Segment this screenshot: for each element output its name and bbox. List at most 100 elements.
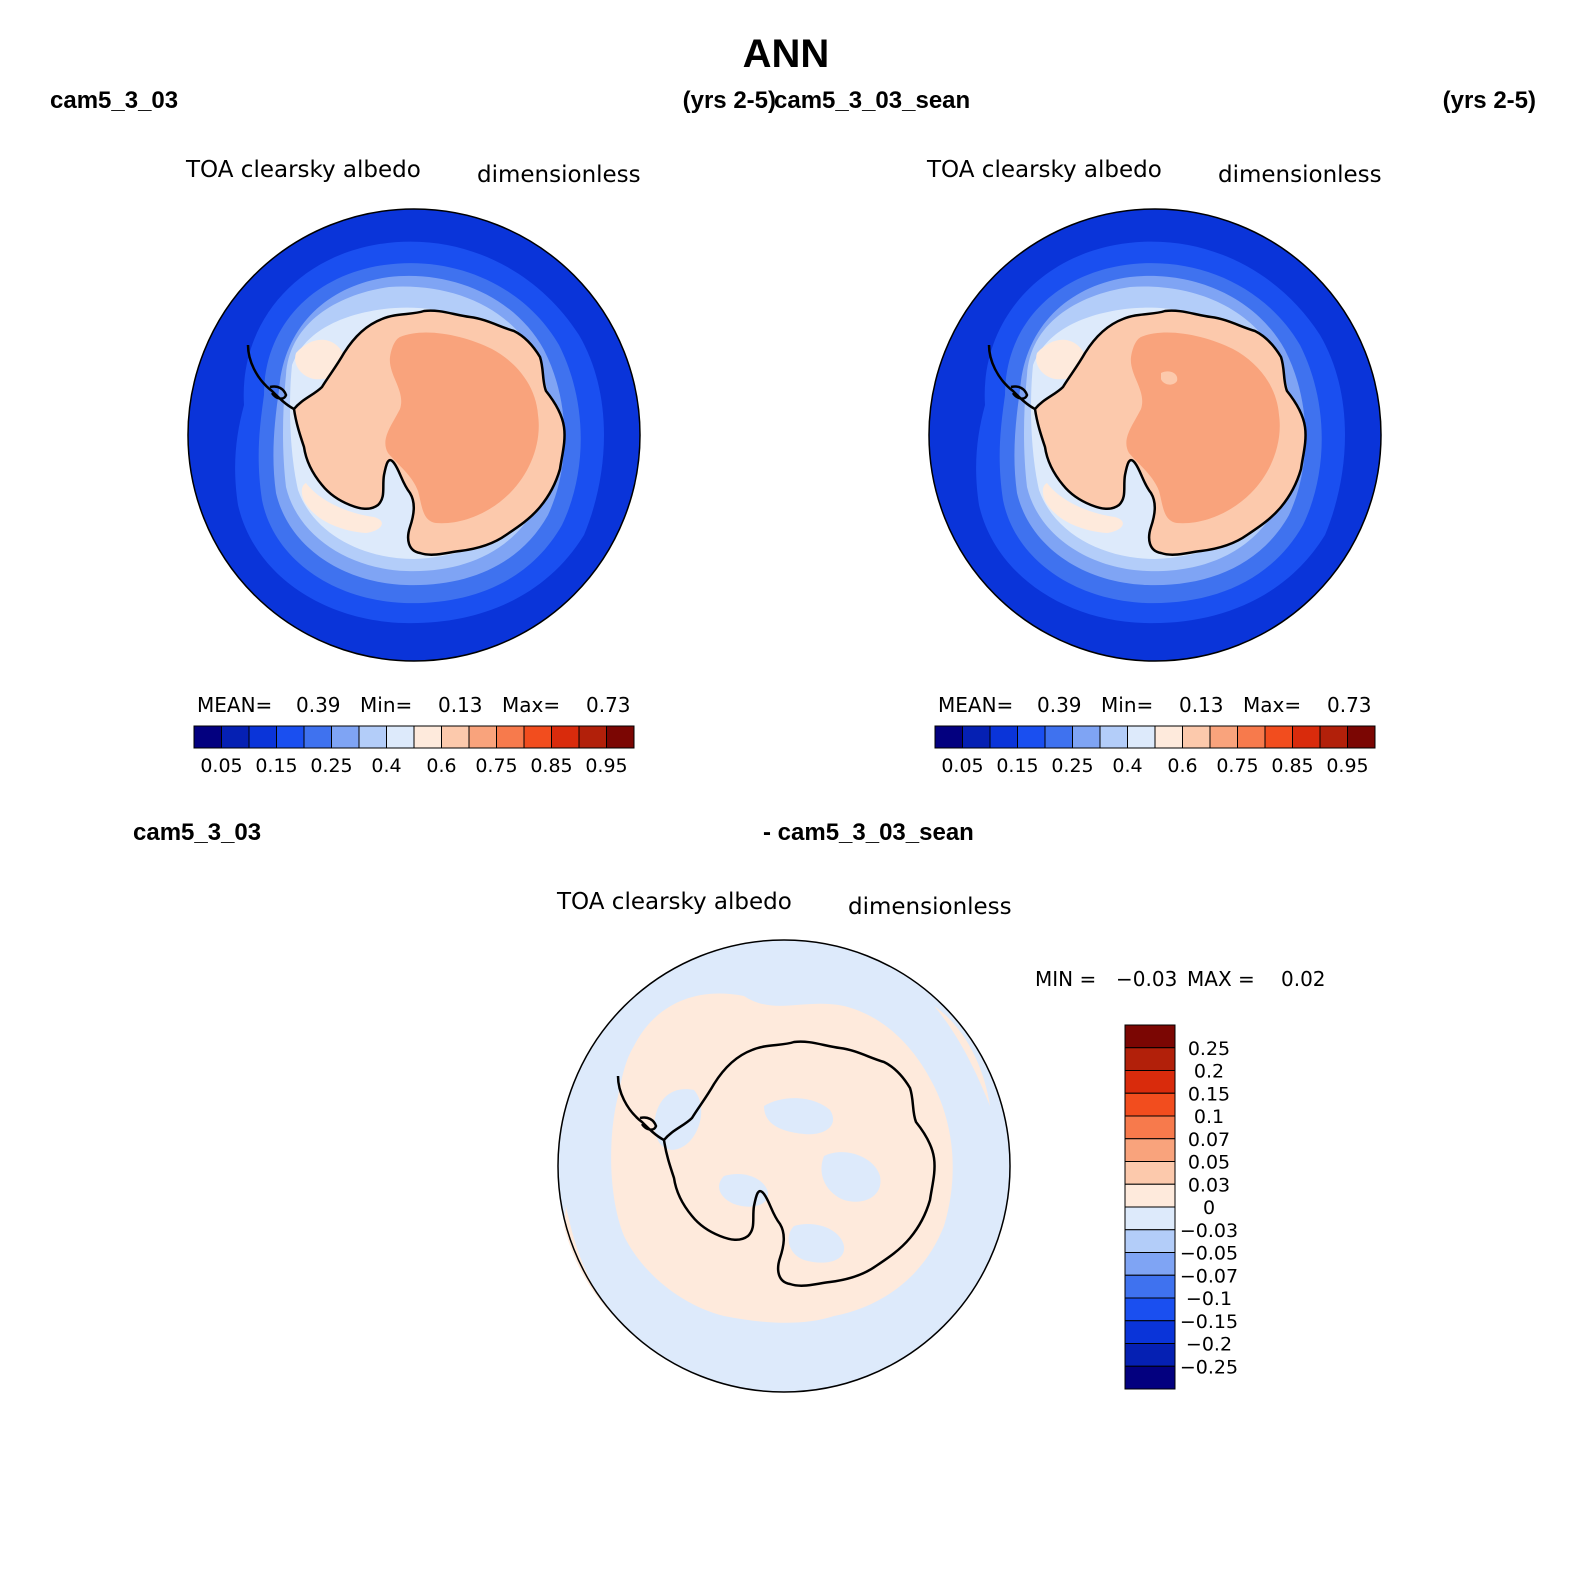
panel1-colorbar-swatch [468,725,497,749]
panel1-colorbar-swatch [386,725,415,749]
panel2-max-label: Max= [1243,693,1301,717]
panel1-variable-label: TOA clearsky albedo [185,157,421,183]
diff-colorbar-swatch [1124,1183,1176,1208]
panel1-min-label: Min= [360,693,412,717]
diff-colorbar-tick-label: 0.2 [1194,1061,1224,1083]
panel1-colorbar-swatch [248,725,277,749]
diff-colorbar-tick-label: −0.05 [1180,1243,1238,1265]
panel2-units-label: dimensionless [1218,162,1382,188]
diff-variable-label: TOA clearsky albedo [556,889,792,915]
panel2-colorbar-swatch [1154,725,1183,749]
panel2-colorbar-tick-label: 0.95 [1326,755,1368,777]
panel2-colorbar-swatch [1127,725,1156,749]
panel2-stats: MEAN= 0.39 Min= 0.13 Max= 0.73 [938,693,1372,717]
diff-units-label: dimensionless [848,894,1012,920]
panel2-colorbar-swatch [1264,725,1293,749]
diff-colorbar-swatch [1124,1297,1176,1322]
panel1-colorbar-swatch [606,725,635,749]
panel1-polar-map [187,208,641,662]
panel2-colorbar-swatch [1182,725,1211,749]
panel1-max-label: Max= [502,693,560,717]
diff-colorbar-swatch [1124,1252,1176,1276]
diff-max-label: MAX = [1187,967,1255,991]
diff-colorbar-swatch [1124,1047,1176,1071]
diff-colorbar-tick-label: −0.1 [1186,1288,1232,1310]
diff-left-label: cam5_3_03 [133,819,261,846]
panel1-colorbar-swatch [551,725,580,749]
diff-polar-map [557,939,1011,1393]
panel2-colorbar-swatch [1017,725,1046,749]
panel2-variable-label: TOA clearsky albedo [926,157,1162,183]
panel2-polar-map [928,208,1382,662]
panel1-colorbar-swatch [496,725,525,749]
panel2-mean-value: 0.39 [1037,693,1082,717]
panel2-colorbar-swatch [1319,725,1348,749]
diff-stats: MIN = −0.03 MAX = 0.02 [1035,967,1326,991]
panel1-colorbar-tick-label: 0.05 [200,755,242,777]
diff-colorbar-swatch [1124,1343,1176,1367]
panel1-mean-value: 0.39 [296,693,341,717]
panel2-colorbar-tick-label: 0.05 [941,755,983,777]
panel1-colorbar-tick-label: 0.6 [426,755,456,777]
diff-colorbar-tick-label: 0.07 [1188,1129,1230,1151]
panel1-colorbar-swatch [276,725,305,749]
panel2-colorbar-swatch [1237,725,1266,749]
panel1-colorbar-tick-label: 0.75 [475,755,517,777]
diff-max-value: 0.02 [1281,967,1326,991]
panel2-colorbar-tick-label: 0.4 [1112,755,1142,777]
panel2-max-value: 0.73 [1327,693,1372,717]
diff-colorbar-tick-label: −0.15 [1180,1311,1238,1333]
panel2-colorbar-swatch [962,725,991,749]
diff-right-label: - cam5_3_03_sean [763,819,974,846]
panel1-case-label: cam5_3_03 [50,87,178,114]
panel2-colorbar-swatch [1292,725,1321,749]
panel1-colorbar-swatch [523,725,552,749]
panel2-min-label: Min= [1101,693,1153,717]
panel1-mean-label: MEAN= [197,693,272,717]
diff-colorbar-tick-label: −0.03 [1180,1220,1238,1242]
panel2-colorbar-tick-label: 0.25 [1051,755,1093,777]
diff-colorbar-swatch [1124,1161,1176,1185]
panel1-colorbar-tick-label: 0.95 [585,755,627,777]
panel2-colorbar-swatch [989,725,1018,749]
panel1-units-label: dimensionless [477,162,641,188]
diff-colorbar: 0.250.20.150.10.070.050.030−0.03−0.05−0.… [1124,1024,1238,1390]
diff-colorbar-tick-label: −0.25 [1180,1356,1238,1378]
panel1-max-value: 0.73 [586,693,631,717]
diff-colorbar-tick-label: 0.03 [1188,1174,1230,1196]
diff-colorbar-swatch [1124,1365,1176,1390]
panel2-colorbar: 0.05 0.15 0.25 0.4 0.6 0.75 0.85 0.95 [934,725,1376,777]
panel2-colorbar-tick-label: 0.85 [1271,755,1313,777]
panel2-colorbar-swatch [1099,725,1128,749]
diff-colorbar-swatch [1124,1274,1176,1299]
diff-colorbar-tick-label: −0.07 [1180,1265,1238,1287]
panel2-colorbar-swatch [1072,725,1101,749]
panel2-mean-label: MEAN= [938,693,1013,717]
panel1-colorbar-tick-label: 0.25 [310,755,352,777]
diff-colorbar-tick-label: −0.2 [1186,1334,1232,1356]
panel1-colorbar-swatch [441,725,470,749]
diff-min-label: MIN = [1035,967,1096,991]
panel1-colorbar-swatch [578,725,607,749]
panel1-colorbar-swatch [221,725,250,749]
diff-colorbar-swatch [1124,1229,1176,1253]
diff-colorbar-swatch [1124,1115,1176,1140]
diff-colorbar-swatch [1124,1320,1176,1344]
figure-title: ANN [743,32,830,76]
panel1-colorbar-swatch [358,725,387,749]
diff-colorbar-tick-label: 0.1 [1194,1106,1224,1128]
panel2-case-label: cam5_3_03_sean [774,87,970,114]
panel1-colorbar-swatch [413,725,442,749]
panel2-colorbar-swatch [1209,725,1238,749]
diff-colorbar-swatch [1124,1092,1176,1117]
panel1-colorbar-swatch [303,725,332,749]
diff-colorbar-tick-label: 0.25 [1188,1038,1230,1060]
diff-colorbar-tick-label: 0.15 [1188,1083,1230,1105]
panel2-colorbar-tick-label: 0.15 [996,755,1038,777]
diff-colorbar-swatch [1124,1206,1176,1231]
panel1-colorbar-tick-label: 0.4 [371,755,401,777]
panel1-colorbar-swatch [331,725,360,749]
panel2-min-value: 0.13 [1179,693,1224,717]
panel2-colorbar-tick-label: 0.75 [1216,755,1258,777]
